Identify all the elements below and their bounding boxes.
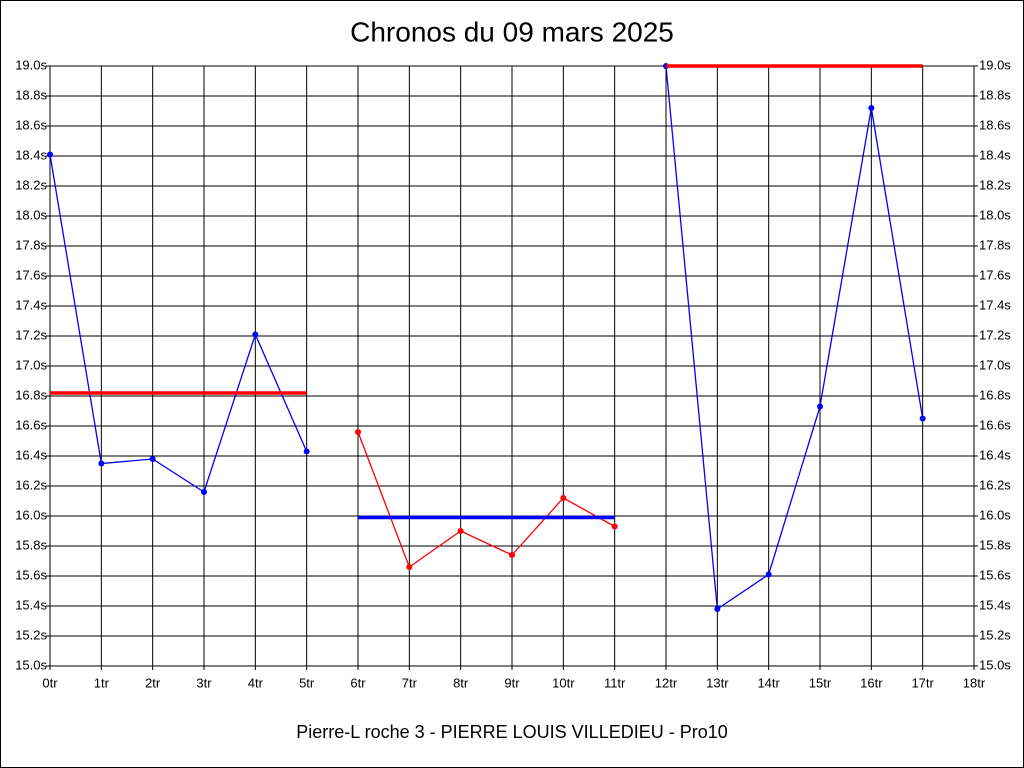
- plot-frame: [49, 65, 975, 667]
- x-tick-label: 16tr: [860, 675, 883, 690]
- y-tick-label: 16.0s: [15, 507, 47, 522]
- lap-point: [919, 415, 926, 422]
- y-tick-label: 16.2s: [15, 477, 47, 492]
- y2-tick-label: 16.2s: [979, 477, 1011, 492]
- y2-tick-label: 17.2s: [979, 327, 1011, 342]
- y-tick-label: 15.4s: [15, 597, 47, 612]
- x-tick-label: 4tr: [248, 675, 264, 690]
- x-tick-label: 14tr: [757, 675, 780, 690]
- y-tick-label: 18.8s: [15, 87, 47, 102]
- y-tick-label: 18.6s: [15, 117, 47, 132]
- y2-tick-label: 15.6s: [979, 567, 1011, 582]
- y2-tick-label: 19.0s: [979, 57, 1011, 72]
- lap-point: [201, 489, 207, 495]
- lap-point: [817, 403, 823, 410]
- y-tick-label: 17.4s: [15, 297, 47, 312]
- y2-tick-label: 17.4s: [979, 297, 1011, 312]
- x-tick-label: 10tr: [552, 675, 575, 690]
- y-tick-label: 16.8s: [15, 387, 47, 402]
- y-tick-label: 16.4s: [15, 447, 47, 462]
- lap-point: [457, 528, 464, 534]
- x-tick-label: 13tr: [706, 675, 729, 690]
- x-tick-label: 1tr: [94, 675, 110, 690]
- y-tick-label: 15.6s: [15, 567, 47, 582]
- x-tick-label: 15tr: [809, 675, 832, 690]
- y-tick-label: 18.2s: [15, 177, 47, 192]
- x-tick-label: 18tr: [963, 675, 986, 690]
- y-tick-label: 16.6s: [15, 417, 47, 432]
- y-tick-label: 19.0s: [15, 57, 47, 72]
- y2-tick-label: 18.8s: [979, 87, 1011, 102]
- y-tick-label: 15.0s: [15, 657, 47, 672]
- y-tick-label: 18.4s: [15, 147, 47, 162]
- y2-tick-label: 17.8s: [979, 237, 1011, 252]
- x-tick-label: 11tr: [604, 675, 626, 690]
- lap-line: [665, 65, 924, 611]
- x-tick-label: 17tr: [911, 675, 934, 690]
- x-tick-label: 8tr: [453, 675, 469, 690]
- x-tick-label: 5tr: [299, 675, 315, 690]
- lap-point: [98, 460, 105, 467]
- y2-tick-label: 18.2s: [979, 177, 1011, 192]
- x-tick-label: 3tr: [196, 675, 212, 690]
- x-tick-label: 0tr: [42, 675, 58, 690]
- x-tick-label: 9tr: [504, 675, 520, 690]
- y2-tick-label: 18.6s: [979, 117, 1011, 132]
- y-tick-label: 17.8s: [15, 237, 47, 252]
- lap-point: [611, 523, 618, 530]
- lap-point: [765, 571, 772, 578]
- y2-tick-label: 15.0s: [979, 657, 1011, 672]
- x-tick-label: 7tr: [402, 675, 418, 690]
- y2-tick-label: 15.2s: [979, 627, 1011, 642]
- y2-tick-label: 16.8s: [979, 387, 1011, 402]
- y2-tick-label: 17.6s: [979, 267, 1011, 282]
- x-tick-label: 6tr: [350, 675, 366, 690]
- y-tick-label: 15.2s: [15, 627, 47, 642]
- y2-tick-label: 15.4s: [979, 597, 1011, 612]
- lap-point: [560, 495, 567, 501]
- lap-point: [355, 429, 361, 435]
- lap-line: [49, 154, 308, 494]
- lap-point: [303, 448, 310, 455]
- x-axis-label: Pierre-L roche 3 - PIERRE LOUIS VILLEDIE…: [296, 722, 728, 742]
- lap-point: [406, 564, 413, 570]
- lap-point: [714, 606, 721, 612]
- y2-tick-label: 16.0s: [979, 507, 1011, 522]
- y2-tick-label: 16.6s: [979, 417, 1011, 432]
- lap-point: [149, 456, 156, 462]
- y-tick-label: 17.2s: [15, 327, 47, 342]
- y-tick-label: 17.6s: [15, 267, 47, 282]
- lap-line: [357, 431, 615, 569]
- y2-tick-label: 18.4s: [979, 147, 1011, 162]
- y2-tick-label: 18.0s: [979, 207, 1011, 222]
- y-tick-label: 17.0s: [15, 357, 47, 372]
- lap-point: [252, 331, 259, 338]
- x-tick-label: 12tr: [655, 675, 678, 690]
- lap-point: [509, 552, 515, 558]
- y2-tick-label: 16.4s: [979, 447, 1011, 462]
- x-tick-label: 2tr: [145, 675, 161, 690]
- chart-title: Chronos du 09 mars 2025: [350, 16, 674, 47]
- y-tick-label: 15.8s: [15, 537, 47, 552]
- lap-point: [47, 151, 53, 158]
- lap-point: [868, 105, 875, 111]
- y2-tick-label: 17.0s: [979, 357, 1011, 372]
- y2-tick-label: 15.8s: [979, 537, 1011, 552]
- y-tick-label: 18.0s: [15, 207, 47, 222]
